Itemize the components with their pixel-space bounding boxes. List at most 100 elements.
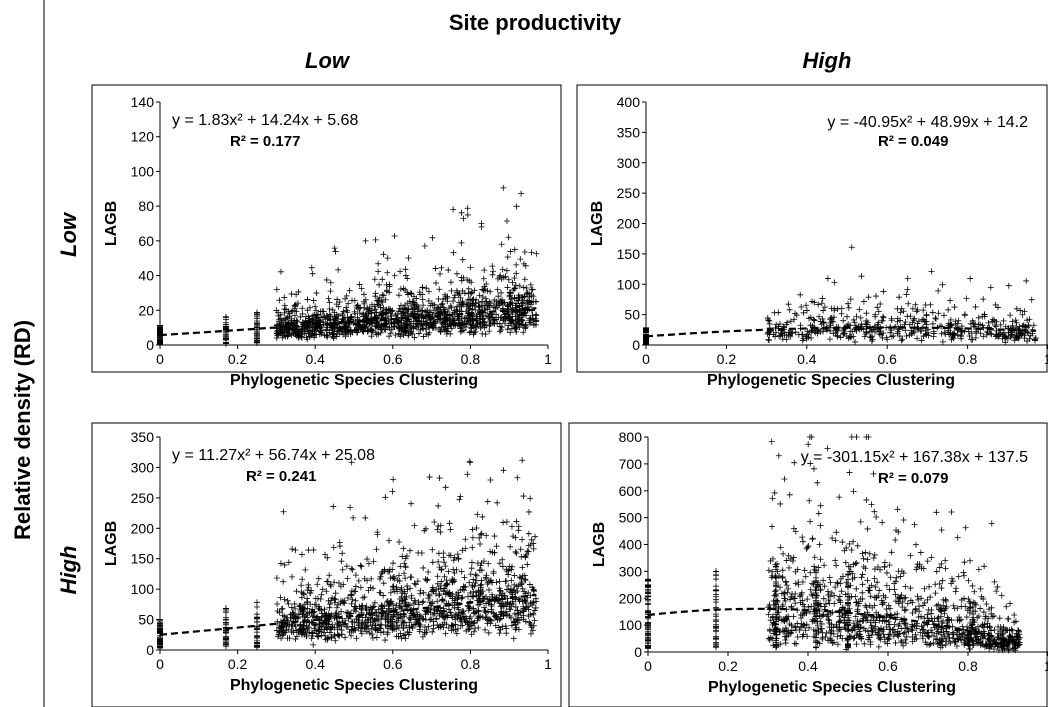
data-point	[820, 595, 827, 602]
data-point	[360, 310, 367, 317]
x-tick-label: 0.2	[717, 351, 737, 367]
y-tick-label: 200	[617, 216, 641, 232]
data-point	[440, 304, 447, 311]
data-point	[907, 313, 914, 320]
data-point	[820, 307, 827, 314]
data-point	[324, 331, 331, 338]
data-point	[478, 577, 485, 584]
data-point	[909, 305, 916, 312]
data-point	[517, 546, 524, 553]
data-point	[348, 600, 355, 607]
data-point	[379, 276, 386, 283]
data-point	[853, 559, 860, 566]
data-point	[417, 590, 424, 597]
x-tick-label: 0.4	[797, 351, 817, 367]
data-point	[814, 618, 821, 625]
data-point	[292, 301, 299, 308]
x-tick-label: 0.2	[228, 351, 248, 367]
data-point	[277, 560, 284, 567]
data-point	[425, 297, 432, 304]
data-point	[907, 585, 914, 592]
data-point	[464, 211, 471, 218]
data-point	[420, 333, 427, 340]
data-point	[500, 519, 507, 526]
y-tick-label: 100	[131, 581, 155, 597]
data-point	[380, 580, 387, 587]
data-point	[821, 304, 828, 311]
data-point	[511, 581, 518, 588]
data-point	[377, 304, 384, 311]
data-point	[375, 330, 382, 337]
data-point	[437, 270, 444, 277]
data-point	[867, 593, 874, 600]
data-point	[833, 529, 840, 536]
data-point	[429, 323, 436, 330]
x-tick-label: 0.6	[383, 656, 403, 672]
data-point	[461, 574, 468, 581]
data-point	[442, 484, 449, 491]
data-point	[469, 526, 476, 533]
data-point	[425, 288, 432, 295]
data-point	[487, 321, 494, 328]
data-point	[348, 592, 355, 599]
data-point	[840, 317, 847, 324]
data-point	[468, 559, 475, 566]
data-point	[222, 340, 229, 347]
data-point	[402, 563, 409, 570]
data-point	[503, 586, 510, 593]
data-point	[991, 578, 998, 585]
data-point	[372, 293, 379, 300]
data-point	[814, 479, 821, 486]
data-point	[376, 281, 383, 288]
data-point	[368, 575, 375, 582]
data-point	[842, 559, 849, 566]
data-point	[521, 293, 528, 300]
data-point	[404, 300, 411, 307]
data-point	[802, 573, 809, 580]
data-point	[458, 277, 465, 284]
data-point	[791, 640, 798, 647]
data-point	[383, 318, 390, 325]
data-point	[511, 294, 518, 301]
data-point	[292, 636, 299, 643]
data-point	[369, 635, 376, 642]
data-point	[951, 304, 958, 311]
data-point	[294, 318, 301, 325]
data-point	[505, 234, 512, 241]
data-point	[513, 321, 520, 328]
data-point	[310, 297, 317, 304]
data-point	[344, 309, 351, 316]
data-point	[354, 329, 361, 336]
data-point	[467, 264, 474, 271]
data-point	[423, 331, 430, 338]
data-point	[285, 600, 292, 607]
data-point	[886, 621, 893, 628]
data-point	[439, 320, 446, 327]
data-point	[352, 597, 359, 604]
data-point	[476, 534, 483, 541]
panel-rd-low-sp-high: 05010015020025030035040000.20.40.60.81Ph…	[576, 84, 1048, 389]
data-point	[312, 326, 319, 333]
data-point	[863, 496, 870, 503]
data-point	[400, 285, 407, 292]
data-point	[892, 591, 899, 598]
data-point	[385, 317, 392, 324]
data-point	[785, 301, 792, 308]
data-point	[992, 301, 999, 308]
data-point	[988, 604, 995, 611]
data-point	[438, 301, 445, 308]
data-point	[311, 334, 318, 341]
data-point	[357, 584, 364, 591]
data-point	[824, 275, 831, 282]
data-point	[306, 315, 313, 322]
data-point	[713, 634, 719, 641]
data-point	[507, 543, 514, 550]
data-point	[483, 298, 490, 305]
data-point	[409, 298, 416, 305]
data-point	[898, 337, 905, 344]
data-point	[769, 495, 776, 502]
data-point	[372, 236, 379, 243]
data-point	[505, 276, 512, 283]
data-point	[489, 314, 496, 321]
data-point	[777, 544, 784, 551]
